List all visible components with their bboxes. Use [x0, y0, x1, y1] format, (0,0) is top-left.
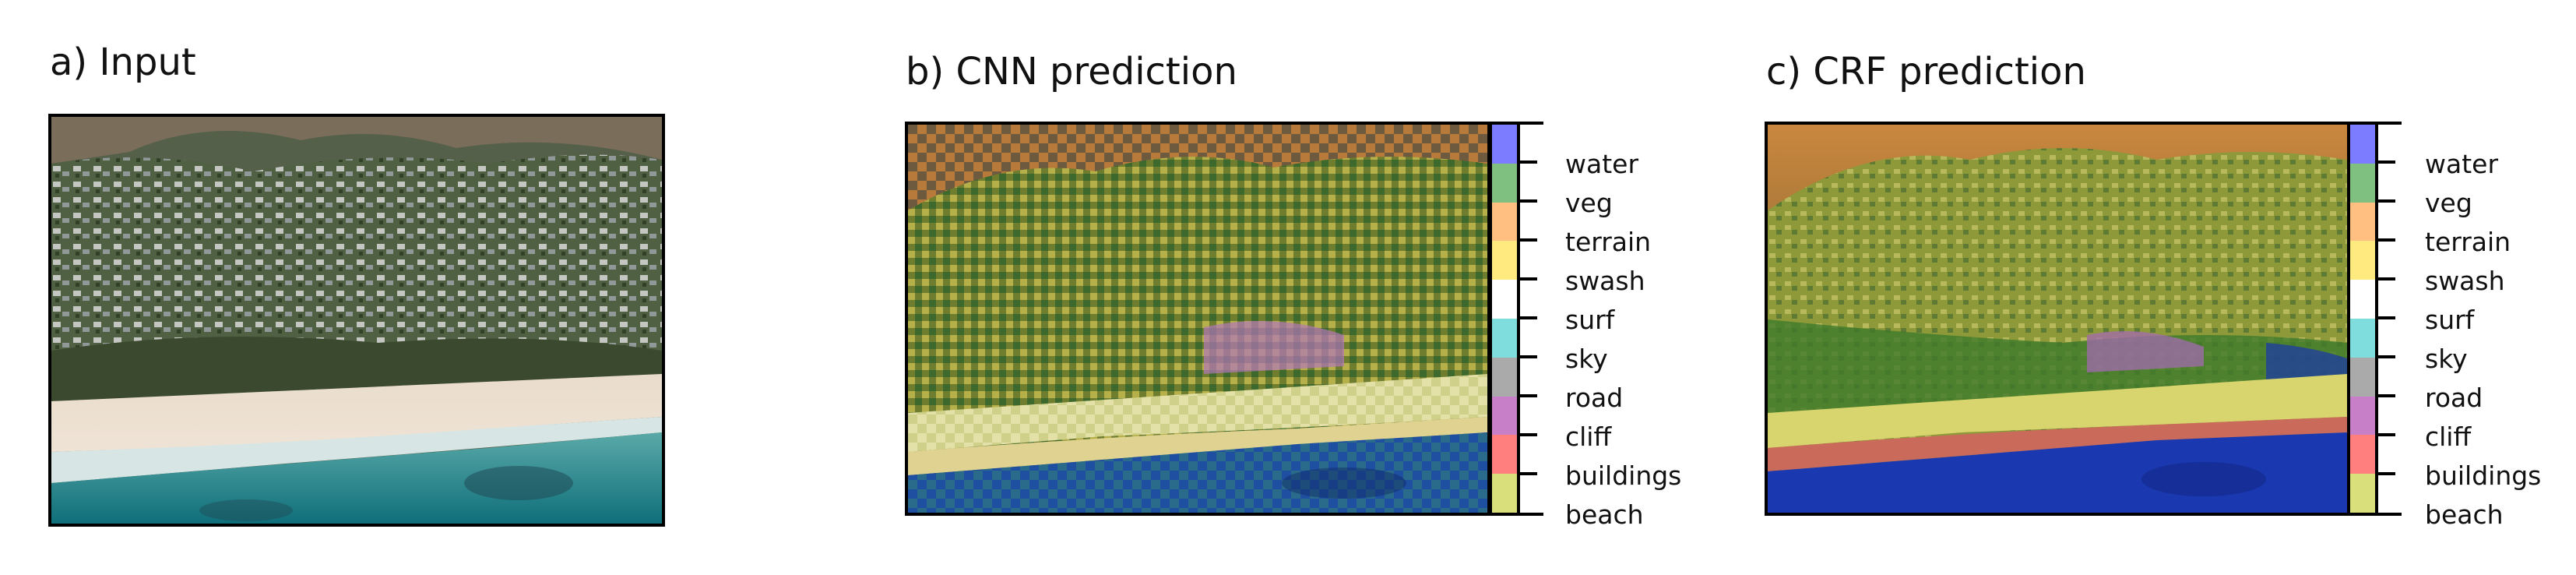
colorbar-cell-road: [1492, 358, 1517, 397]
legend-label-surf: surf: [2425, 307, 2474, 333]
legend-label-terrain: terrain: [1565, 229, 1651, 255]
colorbar-cell-cliff: [2350, 397, 2375, 436]
legend-label-beach: beach: [1565, 502, 1644, 527]
legend-label-cliff: cliff: [2425, 424, 2471, 450]
legend-label-veg: veg: [2425, 190, 2472, 216]
tick-mark: [2378, 122, 2402, 125]
colorbar-cell-sky: [2350, 319, 2375, 358]
legend-label-water: water: [1565, 151, 1638, 177]
colorbar-cell-cliff: [1492, 397, 1517, 436]
tick-mark: [2378, 161, 2395, 164]
colorbar-cell-road: [2350, 358, 2375, 397]
colorbar-cell-veg: [1492, 164, 1517, 203]
legend-label-road: road: [1565, 385, 1623, 411]
colorbar-cell-surf: [2350, 280, 2375, 319]
colorbar-crf: [2347, 122, 2378, 516]
legend-label-cliff: cliff: [1565, 424, 1611, 450]
tick-mark: [2378, 355, 2395, 358]
tick-mark: [2378, 238, 2395, 242]
legend-label-surf: surf: [1565, 307, 1614, 333]
tick-mark: [1520, 513, 1543, 516]
cnn-prediction-drawing: [908, 125, 1487, 513]
crf-prediction-drawing: [1768, 125, 2347, 513]
colorbar-cell-buildings: [2350, 435, 2375, 474]
tick-mark: [1520, 316, 1537, 319]
colorbar-cell-terrain: [1492, 203, 1517, 242]
tick-mark: [2378, 199, 2395, 203]
tick-mark: [2378, 394, 2395, 397]
colorbar-cnn: [1489, 122, 1520, 516]
tick-mark: [1520, 238, 1537, 242]
panel-title-cnn: b) CNN prediction: [906, 50, 1237, 93]
legend-label-swash: swash: [2425, 268, 2505, 294]
input-photo-drawing: [51, 117, 662, 524]
tick-mark: [1520, 277, 1537, 280]
colorbar-cell-buildings: [1492, 435, 1517, 474]
tick-mark: [2378, 472, 2395, 475]
legend-label-sky: sky: [1565, 346, 1608, 372]
legend-label-swash: swash: [1565, 268, 1645, 294]
tick-mark: [1520, 199, 1537, 203]
tick-mark: [1520, 161, 1537, 164]
legend-label-road: road: [2425, 385, 2483, 411]
tick-mark: [1520, 472, 1537, 475]
legend-label-beach: beach: [2425, 502, 2504, 527]
legend-label-terrain: terrain: [2425, 229, 2511, 255]
cnn-prediction-image: [905, 122, 1490, 516]
tick-mark: [1520, 433, 1537, 436]
crf-prediction-image: [1765, 122, 2350, 516]
colorbar-cell-water: [1492, 125, 1517, 164]
colorbar-cell-terrain: [2350, 203, 2375, 242]
tick-mark: [1520, 355, 1537, 358]
colorbar-cell-beach: [1492, 474, 1517, 513]
tick-mark: [1520, 122, 1543, 125]
tick-mark: [2378, 513, 2402, 516]
legend-label-buildings: buildings: [2425, 463, 2541, 489]
colorbar-cell-swash: [2350, 241, 2375, 280]
colorbar-cell-sky: [1492, 319, 1517, 358]
panel-title-crf: c) CRF prediction: [1766, 50, 2086, 93]
colorbar-cell-water: [2350, 125, 2375, 164]
legend-label-water: water: [2425, 151, 2498, 177]
panel-title-input: a) Input: [50, 41, 196, 84]
input-image: [48, 114, 665, 527]
tick-mark: [2378, 277, 2395, 280]
colorbar-cell-swash: [1492, 241, 1517, 280]
legend-label-veg: veg: [1565, 190, 1613, 216]
legend-label-buildings: buildings: [1565, 463, 1681, 489]
colorbar-cell-surf: [1492, 280, 1517, 319]
colorbar-cell-veg: [2350, 164, 2375, 203]
colorbar-cell-beach: [2350, 474, 2375, 513]
tick-mark: [2378, 433, 2395, 436]
tick-mark: [2378, 316, 2395, 319]
legend-label-sky: sky: [2425, 346, 2468, 372]
tick-mark: [1520, 394, 1537, 397]
